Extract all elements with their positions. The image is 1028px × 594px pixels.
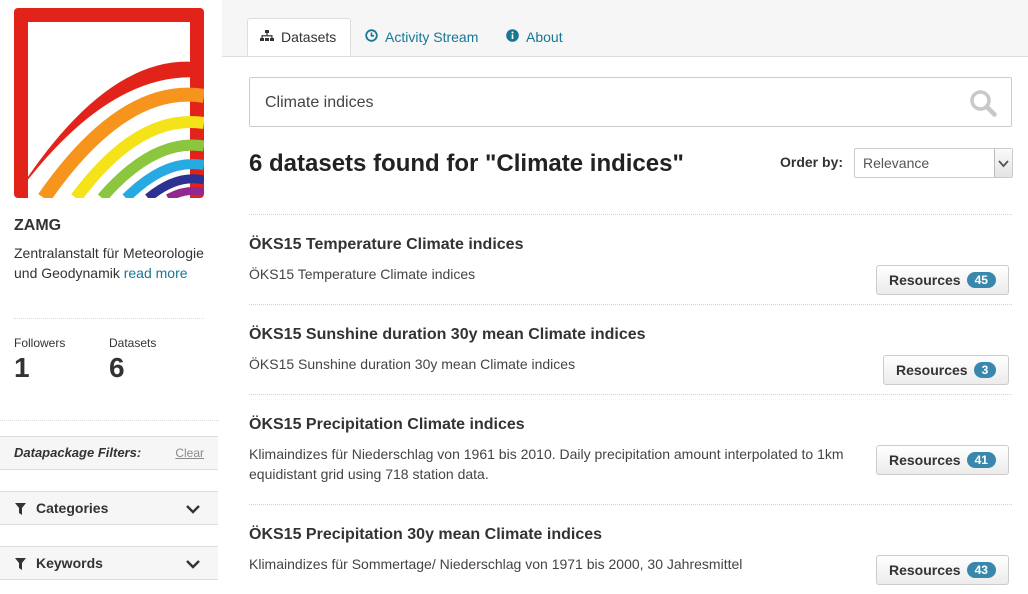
tab-label: Datasets — [281, 29, 337, 45]
datasets-count: 6 — [109, 352, 125, 383]
resources-button[interactable]: Resources 45 — [876, 265, 1009, 295]
info-icon — [506, 29, 519, 45]
facet-keywords[interactable]: Keywords — [0, 546, 218, 580]
org-logo[interactable] — [14, 8, 204, 198]
tab-about[interactable]: About — [506, 18, 563, 56]
resources-count-badge: 3 — [973, 362, 997, 378]
org-description: Zentralanstalt für Meteorologie und Geod… — [14, 243, 204, 283]
resources-label: Resources — [889, 272, 961, 288]
read-more-link[interactable]: read more — [123, 265, 188, 281]
clock-icon — [365, 29, 378, 45]
filter-icon — [15, 557, 26, 575]
chevron-down-icon[interactable] — [186, 501, 200, 519]
divider — [249, 214, 1012, 215]
chevron-down-icon[interactable] — [186, 556, 200, 574]
dataset-description: Klimaindizes für Niederschlag von 1961 b… — [249, 446, 844, 482]
resources-count-badge: 41 — [966, 452, 996, 468]
datasets-label: Datasets — [109, 336, 157, 350]
filter-icon — [15, 502, 26, 520]
followers-count: 1 — [14, 352, 30, 383]
resources-label: Resources — [896, 362, 968, 378]
datapackage-filters-header: Datapackage Filters: Clear — [0, 436, 218, 470]
order-by-value: Relevance — [863, 155, 930, 171]
dataset-description: Klimaindizes für Sommertage/ Niederschla… — [249, 556, 743, 572]
facet-categories[interactable]: Categories — [0, 491, 218, 525]
facet-label: Categories — [36, 500, 109, 516]
dataset-description: ÖKS15 Sunshine duration 30y mean Climate… — [249, 356, 576, 372]
order-by-select[interactable]: Relevance — [854, 148, 1013, 178]
org-description-text: Zentralanstalt für Meteorologie und Geod… — [14, 245, 204, 281]
search-input[interactable]: Climate indices — [249, 77, 1012, 127]
clear-filters-link[interactable]: Clear — [175, 446, 204, 460]
tab-datasets[interactable]: Datasets — [247, 18, 351, 56]
tab-bar: Datasets Activity Stream About — [222, 0, 1028, 57]
tab-label: Activity Stream — [385, 29, 479, 45]
datasets-stat: Datasets 6 — [109, 336, 156, 384]
main-content: Climate indices 6 datasets found for "Cl… — [222, 57, 1028, 594]
divider — [249, 504, 1012, 505]
divider — [14, 318, 204, 319]
resources-button[interactable]: Resources 3 — [883, 355, 1010, 385]
facet-label: Keywords — [36, 555, 103, 571]
dataset-title-link[interactable]: ÖKS15 Precipitation 30y mean Climate ind… — [249, 526, 603, 543]
dataset-title-link[interactable]: ÖKS15 Temperature Climate indices — [249, 236, 524, 253]
order-by-label: Order by: — [780, 154, 844, 170]
sidebar: ZAMG Zentralanstalt für Meteorologie und… — [0, 0, 220, 594]
divider — [0, 420, 219, 421]
dataset-title-link[interactable]: ÖKS15 Sunshine duration 30y mean Climate… — [249, 326, 646, 343]
followers-label: Followers — [14, 336, 66, 350]
tab-label: About — [526, 29, 563, 45]
resources-count-badge: 45 — [966, 272, 996, 288]
resources-count-badge: 43 — [966, 562, 996, 578]
divider — [249, 304, 1012, 305]
zamg-logo-icon — [14, 8, 204, 198]
tab-activity-stream[interactable]: Activity Stream — [365, 18, 478, 56]
dataset-description: ÖKS15 Temperature Climate indices — [249, 266, 476, 282]
divider — [249, 394, 1012, 395]
filters-title: Datapackage Filters: — [14, 445, 142, 460]
org-name: ZAMG — [14, 217, 62, 234]
dropdown-arrow-icon[interactable] — [994, 149, 1012, 177]
search-icon[interactable] — [969, 89, 997, 122]
resources-button[interactable]: Resources 41 — [876, 445, 1009, 475]
resources-label: Resources — [889, 562, 961, 578]
results-heading: 6 datasets found for "Climate indices" — [249, 150, 684, 177]
sitemap-icon — [260, 29, 274, 45]
search-input-value[interactable]: Climate indices — [265, 94, 374, 111]
dataset-title-link[interactable]: ÖKS15 Precipitation Climate indices — [249, 416, 525, 433]
followers-stat: Followers 1 — [14, 336, 65, 384]
resources-button[interactable]: Resources 43 — [876, 555, 1009, 585]
resources-label: Resources — [889, 452, 961, 468]
